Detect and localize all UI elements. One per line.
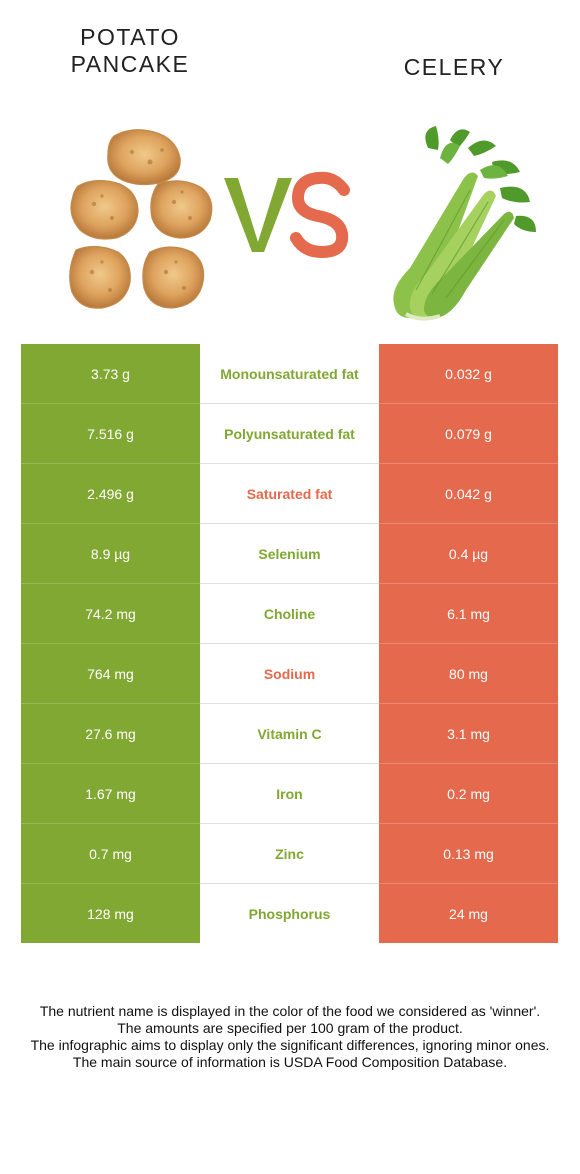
- left-food-value: 1.67 mg: [21, 763, 200, 824]
- right-food-value: 24 mg: [379, 883, 558, 943]
- right-food-value: 0.4 µg: [379, 523, 558, 584]
- celery-stalk-icon: [393, 126, 536, 321]
- right-food-title: CELERY: [403, 54, 505, 80]
- table-row: 3.73 g Monounsaturated fat 0.032 g: [21, 344, 558, 404]
- table-row: 1.67 mg Iron 0.2 mg: [21, 763, 558, 824]
- footer-line-4: The main source of information is USDA F…: [72, 1054, 508, 1070]
- table-row: 128 mg Phosphorus 24 mg: [21, 883, 558, 943]
- left-food-title-line-2: PANCAKE: [70, 51, 190, 77]
- right-food-value: 0.032 g: [379, 344, 558, 404]
- table-row: 7.516 g Polyunsaturated fat 0.079 g: [21, 403, 558, 464]
- right-food-value: 0.13 mg: [379, 823, 558, 884]
- nutrient-name: Zinc: [200, 823, 379, 884]
- right-food-value: 0.042 g: [379, 463, 558, 524]
- table-row: 2.496 g Saturated fat 0.042 g: [21, 463, 558, 524]
- nutrient-name: Iron: [200, 763, 379, 824]
- left-food-value: 0.7 mg: [21, 823, 200, 884]
- nutrient-name: Polyunsaturated fat: [200, 403, 379, 464]
- vs-s-letter: [290, 171, 350, 259]
- nutrient-name: Selenium: [200, 523, 379, 584]
- nutrient-name: Sodium: [200, 643, 379, 704]
- left-food-value: 128 mg: [21, 883, 200, 943]
- table-row: 8.9 µg Selenium 0.4 µg: [21, 523, 558, 584]
- left-food-value: 8.9 µg: [21, 523, 200, 584]
- nutrient-name: Choline: [200, 583, 379, 644]
- left-food-title: POTATO PANCAKE: [40, 24, 220, 78]
- nutrient-name: Monounsaturated fat: [200, 344, 379, 404]
- left-food-value: 7.516 g: [21, 403, 200, 464]
- vs-mark: [224, 171, 350, 259]
- nutrient-name: Saturated fat: [200, 463, 379, 524]
- table-row: 764 mg Sodium 80 mg: [21, 643, 558, 704]
- table-row: 74.2 mg Choline 6.1 mg: [21, 583, 558, 644]
- left-food-value: 74.2 mg: [21, 583, 200, 644]
- left-food-title-line-1: POTATO: [80, 24, 180, 50]
- nutrient-name: Phosphorus: [200, 883, 379, 943]
- vs-v-letter: [224, 178, 292, 252]
- right-food-value: 80 mg: [379, 643, 558, 704]
- right-food-value: 6.1 mg: [379, 583, 558, 644]
- nutrient-name: Vitamin C: [200, 703, 379, 764]
- table-row: 0.7 mg Zinc 0.13 mg: [21, 823, 558, 884]
- right-food-value: 3.1 mg: [379, 703, 558, 764]
- footer-line-2: The amounts are specified per 100 gram o…: [117, 1020, 463, 1036]
- left-food-value: 764 mg: [21, 643, 200, 704]
- footer-line-3: The infographic aims to display only the…: [30, 1037, 550, 1053]
- potato-pancakes-icon: [69, 129, 213, 309]
- right-food-value: 0.2 mg: [379, 763, 558, 824]
- left-food-value: 27.6 mg: [21, 703, 200, 764]
- left-food-value: 2.496 g: [21, 463, 200, 524]
- left-food-value: 3.73 g: [21, 344, 200, 404]
- footer-line-1: The nutrient name is displayed in the co…: [39, 1003, 541, 1019]
- footer-notes: The nutrient name is displayed in the co…: [20, 1003, 560, 1071]
- table-row: 27.6 mg Vitamin C 3.1 mg: [21, 703, 558, 764]
- right-food-value: 0.079 g: [379, 403, 558, 464]
